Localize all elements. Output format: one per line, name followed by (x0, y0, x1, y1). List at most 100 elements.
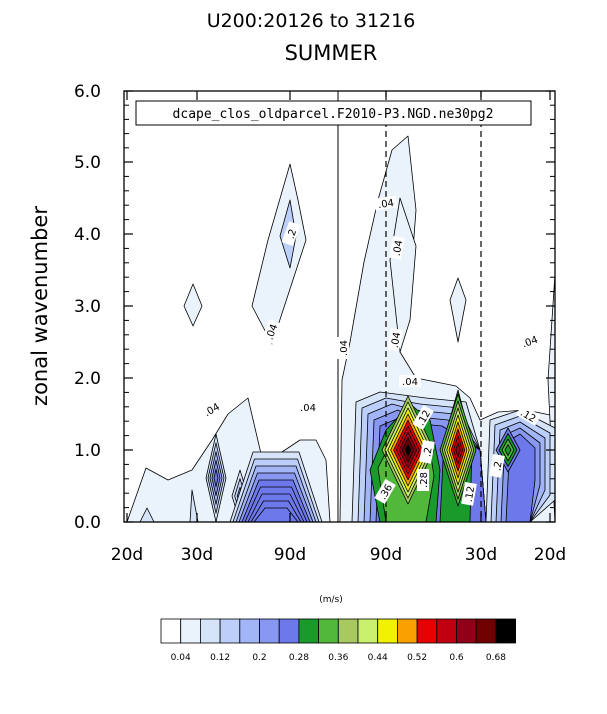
contour-label-bg (515, 404, 542, 426)
colorbar-labels: 0.04 0.12 0.2 0.28 0.36 0.44 0.52 0.6 0.68 (171, 653, 507, 663)
contour-label-text: .04 (265, 323, 281, 342)
contour-label-bg (419, 439, 435, 464)
contour-label-text: .04 (521, 335, 540, 351)
y-tick-label: 0.0 (74, 513, 101, 533)
colorbar-label: 0.52 (407, 653, 427, 663)
y-tick-label: 4.0 (74, 225, 101, 245)
contour-label-text: .04 (402, 377, 418, 388)
contour-labels: .04.04.04.04.04.04.04.04.04.12.2.36.28.1… (198, 195, 543, 506)
colorbar-swatch (160, 618, 182, 644)
colorbar-label: 0.28 (289, 653, 309, 663)
colorbar-swatch (396, 618, 418, 644)
x-tick-label: 30d (181, 545, 213, 565)
colorbar-swatch (416, 618, 438, 644)
legend-text: dcape_clos_oldparcel.F2010-P3.NGD.ne30pg… (173, 107, 494, 122)
y-axis-label: zonal wavenumber (28, 206, 52, 406)
contour-label-bg (374, 195, 398, 211)
contour-label-bg (461, 481, 477, 506)
contour-label: .04 (389, 235, 406, 260)
y-tick-label: 1.0 (74, 441, 101, 461)
colorbar-swatch (436, 618, 457, 644)
y-tick-label: 6.0 (74, 82, 101, 102)
x-tick-label: 20d (534, 545, 566, 565)
contour-label-bg (198, 398, 225, 420)
contour-label-bg (281, 221, 301, 247)
units-label: (m/s) (319, 595, 343, 605)
contour-label-text: .04 (300, 403, 316, 414)
colorbar-label: 0.68 (486, 653, 506, 663)
colorbar-swatch (180, 618, 201, 644)
contour-island-upper (251, 163, 307, 345)
contour-diamond-right (449, 277, 467, 343)
contour-diamond (183, 283, 203, 327)
contour-label-bg (374, 478, 396, 505)
colorbar-swatch (495, 618, 516, 644)
contour-label-bg (399, 375, 421, 387)
contour-green-right (504, 444, 512, 456)
colorbar-swatch (239, 618, 260, 644)
contour-label-text: .2 (286, 228, 300, 241)
x-tick-label: 90d (370, 545, 402, 565)
colorbar-label: 0.36 (328, 653, 348, 663)
colorbar-swatch (298, 618, 319, 644)
contour-label-bg (387, 327, 403, 352)
colorbar-swatch (337, 618, 359, 644)
contour-label-text: .04 (392, 239, 406, 257)
contour-label: .04 (374, 195, 398, 211)
contour-label: .28 (417, 469, 430, 491)
axis-ticks (124, 90, 555, 523)
contour-label: .04 (198, 398, 225, 420)
contour-label: .04 (517, 331, 543, 351)
colorbar-swatch (318, 618, 339, 644)
contour-label: .2 (419, 439, 435, 464)
contour-label-bg (261, 319, 281, 345)
contour-label-bg (489, 453, 505, 478)
contour-label-bg (412, 404, 434, 431)
colorbar-swatch (377, 618, 398, 644)
contour-label: .04 (337, 337, 350, 359)
chart-title: U200:20126 to 31216 (207, 10, 416, 32)
contour-label-text: .2 (422, 446, 434, 457)
colorbar-label: 0.12 (210, 653, 230, 663)
contour-label-bg (389, 235, 405, 260)
contour-label-text: .04 (339, 340, 350, 356)
colorbar-swatch (259, 618, 280, 644)
colorbar-swatch (456, 618, 477, 644)
contour-label-bg (517, 331, 543, 351)
colorbar-swatch (278, 618, 300, 644)
colorbar-label: 0.2 (252, 653, 266, 663)
contour-label: .2 (489, 453, 505, 478)
contour-fills (126, 135, 556, 523)
x-tick-label: 30d (465, 545, 497, 565)
contour-label-bg (297, 401, 319, 413)
x-tick-label: 90d (274, 545, 306, 565)
colorbar-swatch (219, 618, 241, 644)
contour-label-text: .2 (492, 460, 504, 471)
contour-peak2 (455, 442, 461, 458)
contour-label-text: .12 (464, 485, 478, 503)
y-tick-label: 5.0 (74, 153, 101, 173)
colorbar-label: 0.6 (449, 653, 464, 663)
contour-label: .12 (461, 481, 478, 506)
contour-label: .04 (261, 319, 281, 345)
contour-label-text: .04 (377, 198, 394, 211)
contour-label: .04 (399, 375, 421, 388)
y-tick-labels: 0.0 1.0 2.0 3.0 4.0 5.0 6.0 (74, 82, 101, 533)
colorbar-label: 0.44 (368, 653, 388, 663)
chart-subtitle: SUMMER (285, 41, 378, 65)
colorbar-swatch (199, 618, 221, 644)
colorbar (160, 618, 516, 644)
x-tick-labels: 20d 30d 90d 90d 30d 20d (111, 545, 566, 565)
contour-bump-left (213, 468, 219, 488)
contour-core-peak (404, 443, 412, 457)
contour-label: .04 (297, 401, 319, 414)
colorbar-swatch (475, 618, 497, 644)
contour-label-text: .28 (419, 472, 430, 488)
contour-label-bg (417, 469, 429, 491)
contour-label: .04 (387, 327, 403, 352)
contour-label: .2 (281, 221, 301, 247)
colorbar-swatch (357, 618, 379, 644)
y-tick-label: 3.0 (74, 297, 101, 317)
legend-box (135, 100, 532, 126)
